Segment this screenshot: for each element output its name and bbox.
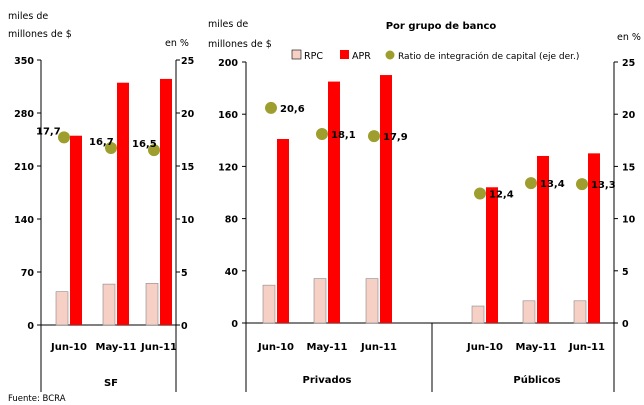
grupos-right-tick-label: 10 [622,215,636,226]
sf-left-tick-label: 350 [14,56,34,67]
ratio-data-label: 16,7 [89,137,114,148]
ratio-marker [368,130,380,143]
grupos-left-tick-label: 80 [225,215,239,226]
bar-apr [380,75,392,323]
left-unit-label-1: miles de [8,11,48,22]
source-note: Fuente: BCRA [8,394,66,404]
grupos-right-tick-label: 5 [622,267,629,278]
grupos-right-tick-label: 15 [622,162,635,173]
sf-right-tick-label: 0 [181,321,188,332]
sf-left-tick-label: 70 [21,268,35,279]
ratio-marker [576,178,588,191]
right-unit-label-1: miles de [208,19,248,30]
x-tick-label: May-11 [516,342,557,353]
sf-right-tick-label: 10 [181,215,195,226]
ratio-data-label: 13,3 [591,180,616,191]
sf-right-tick-label: 15 [181,162,194,173]
grupos-left-tick-label: 200 [218,58,238,69]
grupos-right-tick-label: 25 [622,58,635,69]
bar-rpc [365,278,379,324]
ratio-data-label: 12,4 [489,190,514,201]
group-label-privados: Privados [303,375,352,386]
chart-marks: 0 70 140 210 280 350 0 5 10 15 20 25 Jun-10 17,7 May-1… [14,56,636,392]
bar-apr [588,153,600,323]
legend-ratio-marker [385,50,395,60]
sf-right-tick-label: 5 [181,268,188,279]
sf-left-tick-label: 280 [14,109,34,120]
x-tick-label: May-11 [307,342,348,353]
left-right-unit-label: en % [165,38,189,49]
bar-rpc [55,291,69,326]
ratio-marker [474,187,486,200]
ratio-data-label: 20,6 [280,104,305,115]
legend-apr-swatch [340,50,349,59]
chart-title: Por grupo de banco [386,21,497,32]
bar-apr [70,135,82,325]
x-tick-label: Jun-11 [568,342,605,353]
x-tick-label: Jun-10 [257,342,294,353]
grupos-left-tick-label: 160 [218,110,238,121]
bar-apr [537,155,549,323]
legend-rpc-label: RPC [304,51,323,62]
ratio-marker [316,128,328,141]
grupos-left-tick-label: 120 [218,162,238,173]
grupos-right-tick-label: 20 [622,110,636,121]
bar-rpc [262,284,276,324]
x-tick-label: Jun-10 [50,342,87,353]
sf-right-tick-label: 20 [181,109,195,120]
ratio-data-label: 16,5 [132,139,157,150]
ratio-marker [58,131,70,144]
grupos-right-tick-label: 0 [622,319,629,330]
bar-rpc [573,300,587,324]
legend-apr-label: APR [352,51,371,62]
ratio-marker [525,177,537,190]
legend-ratio-label: Ratio de integración de capital (eje der… [398,51,579,62]
ratio-data-label: 17,7 [36,126,61,137]
group-label-sf: SF [104,378,118,389]
bar-apr [328,81,340,323]
grupos-left-tick-label: 40 [225,267,239,278]
ratio-data-label: 13,4 [540,179,565,190]
ratio-marker [265,101,277,114]
x-tick-label: Jun-11 [140,342,177,353]
bar-rpc [471,305,485,324]
legend-rpc-swatch [291,49,302,60]
bar-rpc [102,283,116,326]
bar-apr [277,138,289,323]
grupos-left-tick-label: 0 [231,319,238,330]
x-tick-label: Jun-10 [466,342,503,353]
group-label-publicos: Públicos [513,374,560,386]
ratio-marker [148,144,160,157]
bar-apr [486,187,498,323]
left-unit-label-2: millones de $ [8,29,72,40]
right-right-unit-label: en % [617,32,641,43]
bar-rpc [522,300,536,324]
sf-right-tick-label: 25 [181,56,194,67]
sf-left-tick-label: 140 [14,215,34,226]
ratio-data-label: 17,9 [383,132,408,143]
bar-apr [160,78,172,325]
sf-left-tick-label: 210 [14,162,34,173]
sf-left-tick-label: 0 [27,321,34,332]
bar-apr [117,82,129,325]
x-tick-label: Jun-11 [360,342,397,353]
ratio-marker [105,141,117,154]
ratio-data-label: 18,1 [331,130,356,141]
bar-rpc [145,283,159,326]
x-tick-label: May-11 [96,342,137,353]
right-unit-label-2: millones de $ [208,39,272,50]
bar-rpc [313,278,327,324]
